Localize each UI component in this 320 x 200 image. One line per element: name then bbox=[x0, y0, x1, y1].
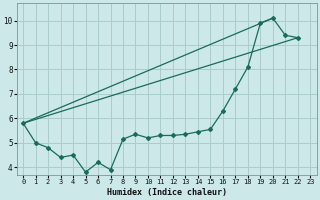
X-axis label: Humidex (Indice chaleur): Humidex (Indice chaleur) bbox=[107, 188, 227, 197]
